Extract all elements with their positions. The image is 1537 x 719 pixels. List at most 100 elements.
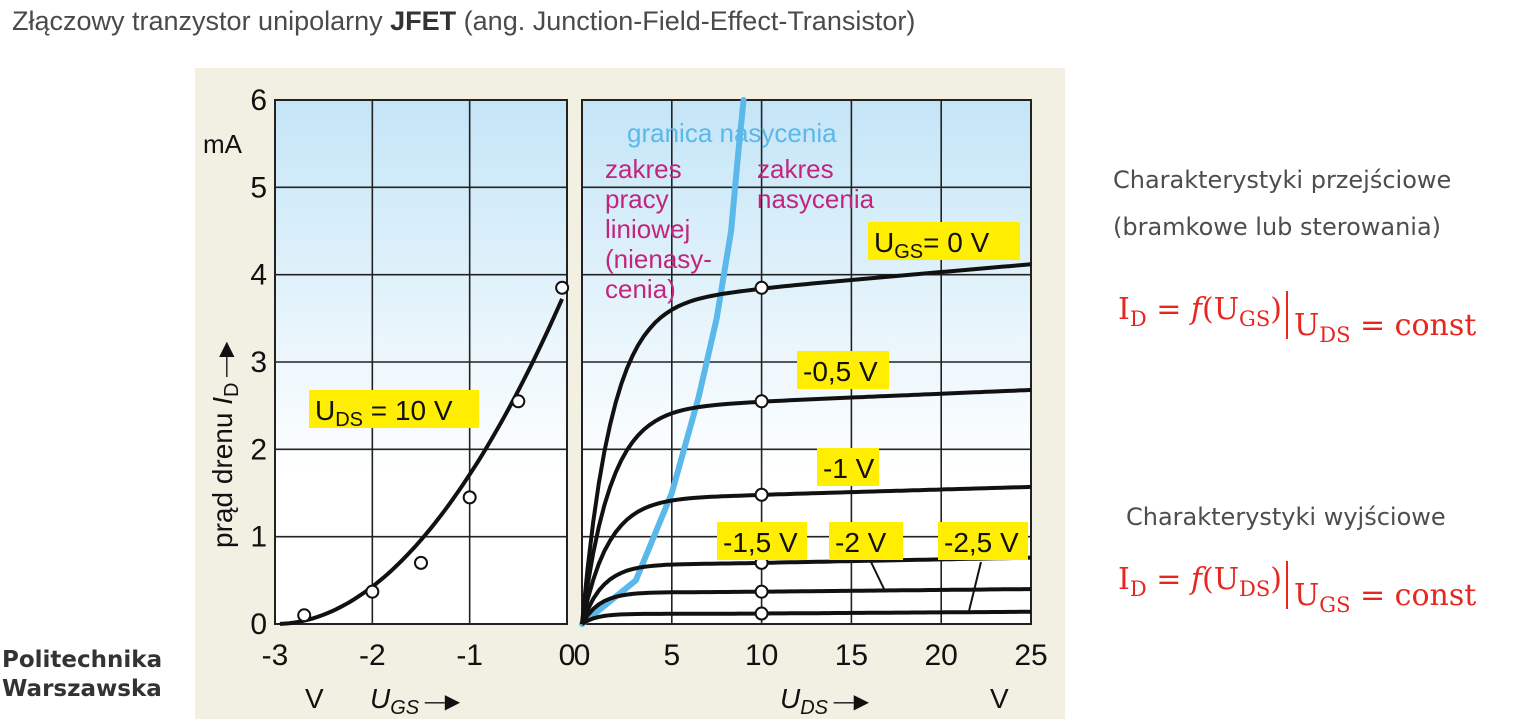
output-xtick-label: 15 <box>835 639 868 672</box>
output-data-point <box>754 584 769 599</box>
saturation-boundary-label: granica nasycenia <box>627 118 837 148</box>
linear-region-label-line: liniowej <box>605 214 690 244</box>
f1-arg-sub: GS <box>1239 307 1271 331</box>
output-data-point <box>754 394 769 409</box>
f2-fn: f <box>1190 562 1203 597</box>
f2-lhs-sub: D <box>1129 577 1147 601</box>
saturation-region-label-line: zakres <box>757 154 834 184</box>
output-series-label-2: -1 V <box>823 453 875 484</box>
transfer-y-unit: mA <box>203 129 243 159</box>
transfer-ytick-label: 2 <box>250 433 267 466</box>
output-xtick-label: 25 <box>1014 639 1047 672</box>
output-caption: Charakterystyki wyjściowe <box>1126 503 1446 531</box>
f1-condition: UDS = const <box>1293 308 1477 347</box>
transfer-ytick-label: 3 <box>250 346 267 379</box>
transfer-data-point <box>462 490 477 505</box>
f2-arg-sub: DS <box>1239 577 1271 601</box>
title-bold: JFET <box>390 6 457 36</box>
linear-region-label-line: zakres <box>605 154 682 184</box>
transfer-ytick-label: 1 <box>250 521 267 554</box>
output-series-label-5: -2,5 V <box>944 527 1019 558</box>
output-xtick-label: 10 <box>745 639 778 672</box>
transfer-plot-frame <box>274 99 568 625</box>
f1-cond-sub: DS <box>1319 323 1351 347</box>
transfer-y-axis-title: prąd drenu ID —▶ <box>207 341 243 548</box>
f1-arg: U <box>1213 292 1240 327</box>
f1-cond-rhs: = const <box>1350 308 1477 343</box>
output-curve <box>580 484 1032 625</box>
saturation-region-label-line: nasycenia <box>757 184 875 214</box>
f2-lhs: I <box>1118 562 1130 597</box>
f1-eq: = <box>1146 292 1191 327</box>
transfer-ytick-label: 5 <box>250 171 267 204</box>
transfer-x-axis-title: UGS —▶ <box>370 683 461 719</box>
output-xtick-label: 0 <box>574 639 591 672</box>
output-x-axis-title: UDS —▶ <box>780 683 870 719</box>
slide-title: Złączowy tranzystor unipolarny JFET (ang… <box>12 6 915 37</box>
f2-condition-bar <box>1286 561 1288 609</box>
output-label-leader-line <box>870 561 886 592</box>
output-series-label-2-highlight <box>817 448 879 486</box>
transfer-param-label: UDS = 10 V <box>315 395 453 431</box>
transfer-data-point <box>365 584 380 599</box>
output-xtick-label: 20 <box>925 639 958 672</box>
output-xtick-label: 5 <box>663 639 680 672</box>
transfer-ytick-label: 4 <box>250 259 267 292</box>
output-series-label-1: -0,5 V <box>803 356 878 387</box>
output-series-label-0: UGS= 0 V <box>874 227 990 263</box>
linear-region-label-line: (nienasy- <box>605 244 712 274</box>
output-curve <box>580 587 1031 626</box>
transfer-param-label-highlight <box>309 390 479 428</box>
output-label-leader-line <box>968 561 982 612</box>
output-data-point <box>754 606 769 621</box>
transfer-caption-1: Charakterystyki przejściowe <box>1113 166 1452 194</box>
output-series-label-3-highlight <box>717 522 807 560</box>
output-series-label-0-highlight <box>868 222 1020 260</box>
f1-fn: f <box>1190 292 1203 327</box>
f1-condition-bar <box>1285 291 1288 339</box>
transfer-data-point <box>555 280 570 295</box>
output-formula: ID = f(UDS) UGS = const <box>1118 561 1477 617</box>
output-curve <box>580 387 1032 625</box>
transfer-formula: ID = f(UGS) UDS = const <box>1118 291 1477 347</box>
title-suffix: (ang. Junction-Field-Effect-Transistor) <box>456 6 916 36</box>
linear-region-label-line: cenia) <box>605 274 676 304</box>
f2-cond: U <box>1294 578 1320 613</box>
output-curve <box>580 262 1032 625</box>
f1-lhs: I <box>1118 292 1130 327</box>
transfer-x-unit: V <box>305 683 324 714</box>
transfer-xtick-label: -2 <box>359 639 386 672</box>
output-series-label-5-highlight <box>938 522 1028 560</box>
logo-line-2: Warszawska <box>2 676 162 702</box>
f2-cond-sub: GS <box>1319 593 1351 617</box>
output-series-label-1-highlight <box>797 351 889 389</box>
university-logo: Politechnika Warszawska <box>2 646 162 704</box>
output-x-unit: V <box>990 683 1009 714</box>
transfer-ytick-label: 6 <box>250 84 267 117</box>
output-series-label-4: -2 V <box>835 527 887 558</box>
output-plot-frame <box>581 99 1032 625</box>
output-data-point <box>754 487 769 502</box>
transfer-ytick-label: 0 <box>250 608 267 641</box>
title-prefix: Złączowy tranzystor unipolarny <box>12 6 391 36</box>
f1-lhs-sub: D <box>1129 307 1147 331</box>
f2-eq: = <box>1146 562 1191 597</box>
output-series-label-4-highlight <box>829 522 903 560</box>
transfer-data-point <box>297 608 312 623</box>
f1-cond: U <box>1293 308 1320 343</box>
f2-cond-rhs: = const <box>1350 578 1477 613</box>
transfer-data-point <box>414 555 428 570</box>
output-curve <box>580 609 1031 626</box>
transfer-xtick-label: -1 <box>456 639 483 672</box>
transfer-caption-2: (bramkowe lub sterowania) <box>1113 213 1442 241</box>
output-series-label-3: -1,5 V <box>723 527 798 558</box>
f2-condition: UGS = const <box>1294 578 1477 617</box>
output-data-point <box>754 280 769 295</box>
transfer-xtick-label: -3 <box>262 639 289 672</box>
logo-line-1: Politechnika <box>2 647 163 673</box>
linear-region-label-line: pracy <box>605 184 669 214</box>
transfer-data-point <box>511 394 526 409</box>
transfer-xtick-label: 0 <box>559 639 576 672</box>
f2-arg: U <box>1213 562 1240 597</box>
